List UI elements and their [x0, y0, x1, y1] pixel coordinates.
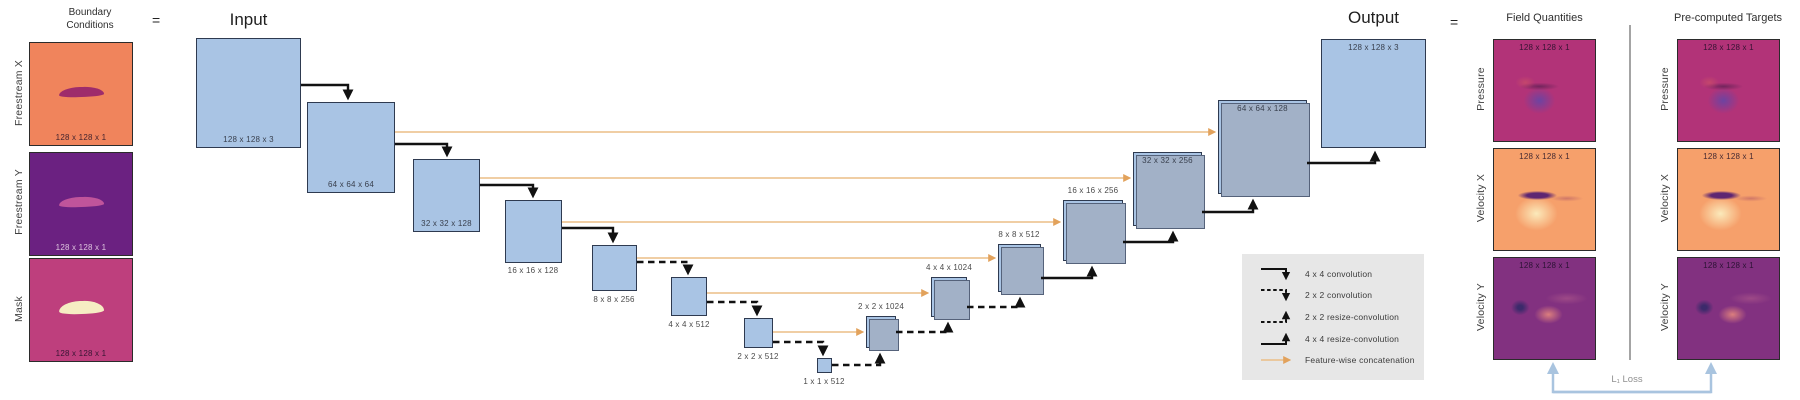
legend-solid-down-arrow-icon — [1261, 267, 1291, 281]
input-title: Input — [229, 10, 268, 29]
legend-solid-up-arrow-icon — [1261, 332, 1291, 345]
unet-block-input: 128 x 128 x 3 — [196, 38, 301, 148]
legend-label: 2 x 2 resize-convolution — [1305, 311, 1400, 322]
unet-block-enc-8 — [592, 245, 637, 291]
output-title: Output — [1347, 8, 1400, 27]
freestream-x-image: 128 x 128 x 1 — [29, 42, 133, 146]
legend-label: 2 x 2 convolution — [1305, 290, 1373, 301]
unet-block-enc-4 — [671, 277, 707, 316]
field-quantities-title: Field Quantities — [1506, 12, 1583, 24]
unet-block-dec-2 — [866, 316, 899, 351]
target-velocity-y-image: 128 x 128 x 1 — [1677, 257, 1780, 360]
legend-row: Feature-wise concatenation — [1258, 352, 1418, 368]
image-dims: 128 x 128 x 1 — [1519, 152, 1570, 161]
image-dims: 128 x 128 x 1 — [1703, 43, 1754, 52]
image-dims: 128 x 128 x 1 — [1703, 261, 1754, 270]
block-dims: 4 x 4 x 512 — [668, 320, 710, 329]
unet-block-dec-32: 32 x 32 x 256 — [1133, 152, 1205, 229]
legend-label: 4 x 4 resize-convolution — [1305, 333, 1400, 344]
block-dims: 2 x 2 x 1024 — [858, 302, 904, 311]
velocity-x-label: Velocity X — [1475, 173, 1487, 223]
image-dims: 128 x 128 x 1 — [55, 243, 107, 252]
target-pressure-label: Pressure — [1659, 67, 1671, 111]
target-velocity-y-label: Velocity Y — [1659, 283, 1671, 331]
block-dims: 128 x 128 x 3 — [223, 135, 274, 144]
unet-block-bottleneck — [817, 358, 832, 373]
legend-label: Feature-wise concatenation — [1305, 355, 1415, 366]
conv-arrows-dashed-down — [637, 260, 829, 357]
block-dims: 4 x 4 x 1024 — [926, 263, 972, 272]
image-dims: 128 x 128 x 1 — [55, 133, 107, 142]
block-dims: 64 x 64 x 64 — [328, 180, 374, 189]
target-pressure-image: 128 x 128 x 1 — [1677, 39, 1780, 142]
block-dims: 64 x 64 x 128 — [1237, 104, 1288, 113]
image-dims: 128 x 128 x 1 — [55, 349, 107, 358]
l1-loss-label: L₁ Loss — [1611, 374, 1643, 385]
unet-block-enc-32: 32 x 32 x 128 — [413, 159, 480, 232]
field-pressure-image: 128 x 128 x 1 — [1493, 39, 1596, 142]
unet-block-dec-64: 64 x 64 x 128 — [1218, 100, 1310, 197]
legend-dashed-up-arrow-icon — [1261, 310, 1291, 323]
block-dims: 1 x 1 x 512 — [803, 377, 845, 386]
unet-block-dec-4 — [931, 277, 970, 320]
image-dims: 128 x 128 x 1 — [1519, 261, 1570, 270]
mask-image: 128 x 128 x 1 — [29, 258, 133, 362]
field-velocity-y-image: 128 x 128 x 1 — [1493, 257, 1596, 360]
airfoil-shape — [58, 196, 104, 208]
mask-label: Mask — [13, 296, 25, 322]
pre-computed-targets-title: Pre-computed Targets — [1673, 12, 1783, 24]
target-velocity-x-image: 128 x 128 x 1 — [1677, 148, 1780, 251]
legend-concatenation-arrow-icon — [1261, 356, 1292, 365]
unet-block-enc-64: 64 x 64 x 64 — [307, 102, 395, 193]
pressure-label: Pressure — [1475, 67, 1487, 111]
image-dims: 128 x 128 x 1 — [1703, 152, 1754, 161]
block-dims: 2 x 2 x 512 — [737, 352, 779, 361]
freestream-x-label: Freestream X — [13, 60, 25, 126]
legend-dashed-down-arrow-icon — [1261, 289, 1291, 302]
block-dims: 8 x 8 x 512 — [998, 230, 1040, 239]
legend-row: 4 x 4 convolution — [1258, 266, 1418, 282]
equals-sign-right: = — [1450, 14, 1459, 30]
unet-block-output: 128 x 128 x 3 — [1321, 39, 1426, 148]
block-dims: 128 x 128 x 3 — [1348, 43, 1399, 52]
unet-block-enc-16 — [505, 200, 562, 263]
block-dims: 16 x 16 x 128 — [507, 266, 559, 275]
image-dims: 128 x 128 x 1 — [1519, 43, 1570, 52]
block-dims: 8 x 8 x 256 — [593, 295, 635, 304]
field-velocity-x-image: 128 x 128 x 1 — [1493, 148, 1596, 251]
freestream-y-label: Freestream Y — [13, 169, 25, 235]
legend-row: 4 x 4 resize-convolution — [1258, 331, 1418, 347]
unet-block-dec-8 — [998, 244, 1044, 295]
target-velocity-x-label: Velocity X — [1659, 173, 1671, 223]
legend-label: 4 x 4 convolution — [1305, 268, 1373, 279]
block-dims: 32 x 32 x 256 — [1142, 156, 1193, 165]
unet-block-enc-2 — [744, 318, 773, 348]
block-dims: 32 x 32 x 128 — [421, 219, 472, 228]
airfoil-shape — [58, 86, 104, 98]
freestream-y-image: 128 x 128 x 1 — [29, 152, 133, 256]
boundary-conditions-title: Boundary Conditions — [66, 7, 114, 31]
equals-sign-left: = — [152, 12, 161, 28]
block-dims: 16 x 16 x 256 — [1067, 186, 1119, 195]
velocity-y-label: Velocity Y — [1475, 283, 1487, 331]
legend-row: 2 x 2 resize-convolution — [1258, 309, 1418, 325]
airfoil-shape — [58, 300, 104, 315]
legend-row: 2 x 2 convolution — [1258, 287, 1418, 303]
legend-box: 4 x 4 convolution 2 x 2 convolution 2 x … — [1242, 254, 1424, 380]
unet-block-dec-16 — [1063, 200, 1126, 264]
